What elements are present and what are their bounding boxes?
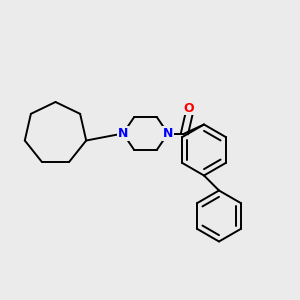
Text: N: N (118, 127, 128, 140)
Text: N: N (163, 127, 173, 140)
Text: O: O (184, 101, 194, 115)
